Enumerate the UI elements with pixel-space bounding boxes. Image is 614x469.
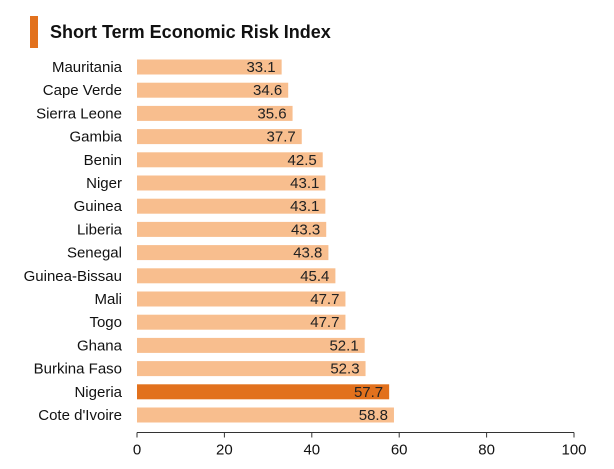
x-tick-label: 80 — [478, 442, 495, 459]
category-label: Senegal — [67, 245, 122, 262]
data-label: 43.1 — [290, 198, 319, 215]
bar — [137, 361, 366, 377]
bar — [137, 198, 326, 214]
category-label: Ghana — [77, 337, 123, 354]
category-label: Cape Verde — [43, 82, 122, 99]
title-accent-bar — [30, 16, 38, 48]
chart-title: Short Term Economic Risk Index — [50, 22, 331, 42]
data-label: 45.4 — [300, 268, 329, 285]
bar — [137, 245, 329, 261]
data-label: 42.5 — [288, 152, 317, 169]
x-tick-label: 0 — [133, 442, 141, 459]
x-tick-label: 40 — [303, 442, 320, 459]
data-label: 52.1 — [329, 337, 358, 354]
bars-group: Mauritania 33.1 Cape Verde 34.6 Sierra Leone… — [24, 59, 394, 424]
data-label: 43.1 — [290, 175, 319, 192]
bar — [137, 175, 326, 191]
data-label: 57.7 — [354, 384, 383, 401]
bar — [137, 152, 323, 168]
data-label: 43.8 — [293, 245, 322, 262]
bar — [137, 221, 327, 237]
data-label: 58.8 — [359, 407, 388, 424]
x-tick-label: 100 — [561, 442, 586, 459]
bar — [137, 314, 346, 330]
x-tick-label: 20 — [216, 442, 233, 459]
category-label: Mali — [94, 291, 122, 308]
bar — [137, 407, 394, 423]
data-label: 47.7 — [310, 291, 339, 308]
category-label: Benin — [84, 152, 122, 169]
category-label: Gambia — [69, 129, 122, 146]
category-label: Nigeria — [74, 384, 122, 401]
bar-highlight — [137, 384, 390, 400]
data-label: 47.7 — [310, 314, 339, 331]
data-label: 52.3 — [330, 361, 359, 378]
data-label: 33.1 — [246, 59, 275, 76]
category-label: Guinea-Bissau — [24, 268, 122, 285]
category-label: Liberia — [77, 221, 123, 238]
data-label: 34.6 — [253, 82, 282, 99]
x-axis: 0 20 40 60 80 100 — [133, 432, 587, 459]
data-label: 43.3 — [291, 221, 320, 238]
bar — [137, 268, 336, 284]
category-label: Sierra Leone — [36, 105, 122, 122]
category-label: Togo — [89, 314, 122, 331]
bar — [137, 337, 365, 353]
x-tick-label: 60 — [391, 442, 408, 459]
bar — [137, 82, 289, 98]
category-label: Mauritania — [52, 59, 123, 76]
category-label: Burkina Faso — [34, 361, 122, 378]
bar — [137, 105, 293, 121]
category-label: Niger — [86, 175, 122, 192]
category-label: Cote d'Ivoire — [38, 407, 122, 424]
bar — [137, 291, 346, 307]
data-label: 35.6 — [257, 105, 286, 122]
bar — [137, 129, 302, 145]
data-label: 37.7 — [267, 129, 296, 146]
bar — [137, 59, 282, 75]
category-label: Guinea — [74, 198, 123, 215]
